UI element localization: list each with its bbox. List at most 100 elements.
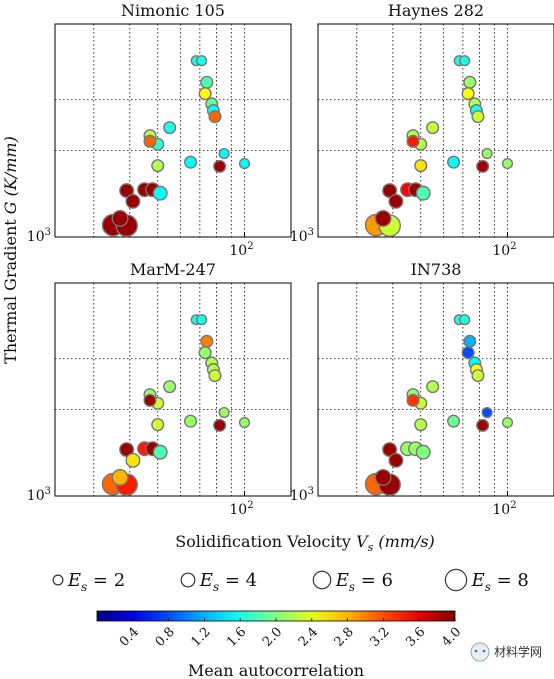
- colorbar-tick-label: 2.0: [260, 625, 285, 650]
- data-point: [143, 393, 157, 407]
- data-point: [414, 418, 428, 432]
- data-point: [152, 185, 168, 201]
- colorbar-label: Mean autocorrelation: [188, 661, 364, 679]
- data-point: [481, 147, 493, 160]
- data-point: [198, 346, 212, 360]
- data-point: [151, 159, 165, 173]
- data-point: [414, 159, 428, 173]
- legend-marker: [444, 568, 468, 592]
- data-point: [125, 193, 141, 209]
- data-point: [151, 418, 165, 432]
- data-point: [213, 418, 227, 432]
- y-tick-label: 103: [290, 486, 314, 504]
- data-point: [426, 121, 440, 135]
- y-tick-label: 103: [290, 227, 314, 245]
- colorbar-tick-label: 4.0: [439, 625, 464, 650]
- x-tick-label: 102: [229, 241, 253, 259]
- data-point: [196, 55, 208, 67]
- x-axis-label: Solidification Velocity Vs (mm/s): [175, 532, 435, 554]
- data-point: [125, 452, 141, 468]
- data-point: [198, 87, 212, 101]
- data-point: [459, 314, 471, 326]
- data-point: [415, 185, 431, 201]
- data-point: [218, 147, 230, 160]
- data-point: [406, 393, 420, 407]
- legend-label: Es = 8: [471, 570, 529, 594]
- data-point: [184, 155, 198, 169]
- wechat-icon: [470, 642, 490, 662]
- y-tick-label: 103: [27, 486, 51, 504]
- legend-label: Es = 4: [199, 570, 257, 594]
- data-point: [374, 469, 392, 486]
- data-point: [463, 334, 477, 348]
- colorbar-tick-label: 1.2: [188, 625, 213, 650]
- data-point: [471, 110, 485, 124]
- legend-label: Es = 2: [67, 570, 125, 594]
- data-point: [415, 444, 431, 460]
- data-point: [238, 416, 251, 429]
- data-point: [152, 444, 168, 460]
- data-point: [471, 369, 485, 383]
- data-point: [406, 134, 420, 148]
- data-point: [388, 193, 404, 209]
- colorbar-tick-label: 1.6: [224, 625, 249, 650]
- data-point: [163, 380, 177, 394]
- colorbar-tick-label: 3.2: [367, 625, 392, 650]
- panel-1: Nimonic 105 102 103: [27, 1, 292, 259]
- panel-title: Haynes 282: [388, 1, 484, 20]
- data-point: [459, 55, 471, 67]
- data-point: [426, 380, 440, 394]
- data-point: [184, 414, 198, 428]
- data-point: [476, 418, 490, 432]
- x-tick-label: 102: [229, 500, 253, 518]
- legend-marker: [52, 574, 64, 586]
- colorbar: 0.4 0.8 1.2 1.6 2.0 2.4 2.8 3.2 3.6 4.0 Mean autoc…: [96, 610, 464, 679]
- panel-title: MarM-247: [130, 260, 216, 279]
- data-point: [481, 406, 493, 419]
- data-point: [238, 157, 251, 170]
- data-point: [218, 406, 230, 419]
- data-point: [374, 210, 392, 227]
- wechat-eye-left: [474, 649, 478, 653]
- data-point: [208, 110, 222, 124]
- data-point: [163, 121, 177, 135]
- data-point: [213, 159, 227, 173]
- colorbar-tick-label: 2.8: [332, 625, 357, 650]
- legend-label: Es = 6: [335, 570, 393, 594]
- data-point: [461, 87, 475, 101]
- data-point: [463, 75, 477, 89]
- colorbar-tick-label: 3.6: [403, 625, 428, 650]
- legend-marker: [180, 572, 196, 588]
- panel-title: Nimonic 105: [121, 1, 225, 20]
- watermark: 材料学网: [470, 642, 542, 662]
- size-legend: Es = 2 Es = 4 Es = 6 Es = 8: [52, 568, 529, 594]
- data-point: [447, 414, 461, 428]
- data-point: [143, 134, 157, 148]
- panel-3: MarM-247 102 103: [27, 260, 292, 518]
- data-point: [501, 157, 514, 170]
- data-point: [208, 369, 222, 383]
- data-point: [476, 159, 490, 173]
- panel-4: IN738 102 103: [290, 260, 554, 518]
- data-point: [200, 75, 214, 89]
- data-point: [447, 155, 461, 169]
- data-point: [501, 416, 514, 429]
- colorbar-tick-label: 2.4: [296, 625, 321, 650]
- y-tick-label: 103: [27, 227, 51, 245]
- y-axis-label: Thermal Gradient G (K/mm): [1, 136, 20, 364]
- panel-title: IN738: [411, 260, 462, 279]
- colorbar-tick-label: 0.8: [153, 625, 178, 650]
- data-point: [111, 210, 129, 227]
- panel-2: Haynes 282 102 103: [290, 1, 554, 259]
- data-point: [388, 452, 404, 468]
- data-point: [461, 346, 475, 360]
- x-tick-label: 102: [492, 241, 516, 259]
- colorbar-tick-label: 0.4: [117, 625, 142, 650]
- legend-marker: [312, 570, 332, 590]
- x-tick-label: 102: [492, 500, 516, 518]
- data-point: [200, 334, 214, 348]
- data-point: [196, 314, 208, 326]
- data-point: [111, 469, 129, 486]
